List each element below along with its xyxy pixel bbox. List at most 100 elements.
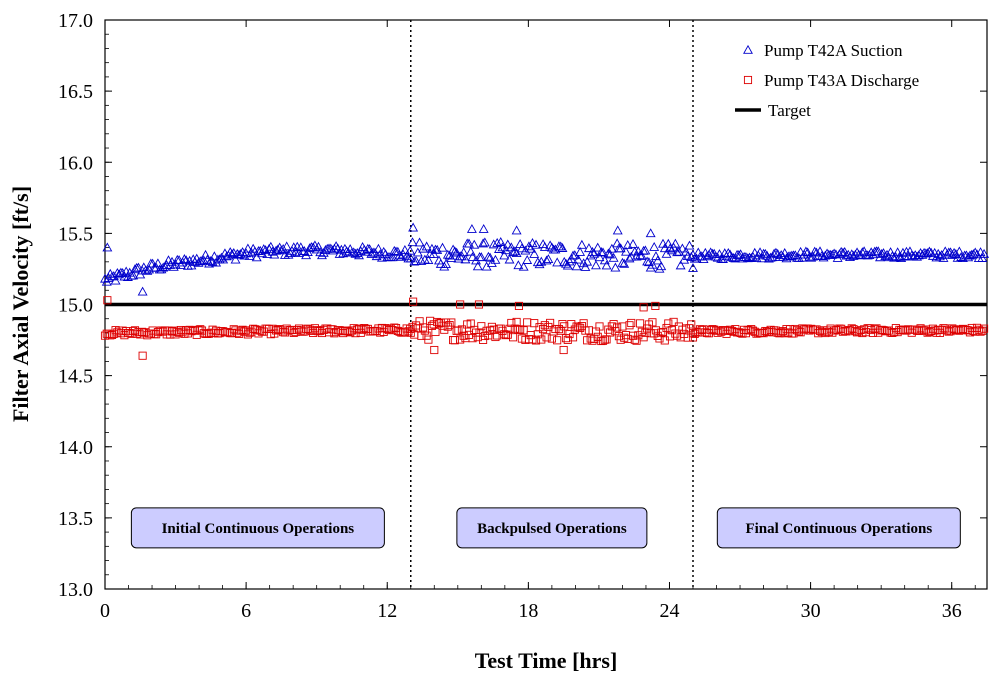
suction-point xyxy=(137,286,148,296)
suction-point xyxy=(677,243,688,253)
suction-point xyxy=(541,255,552,265)
suction-point xyxy=(366,248,377,258)
suction-point xyxy=(531,239,541,249)
legend-label: Target xyxy=(768,101,811,120)
suction-point xyxy=(472,261,483,271)
discharge-point xyxy=(514,325,523,334)
suction-point xyxy=(561,258,571,268)
discharge-point xyxy=(657,328,666,337)
suction-point xyxy=(746,253,757,263)
suction-point xyxy=(635,250,646,260)
suction-point xyxy=(889,252,900,262)
discharge-point xyxy=(687,320,696,329)
suction-point xyxy=(626,251,637,261)
suction-point xyxy=(486,257,497,267)
suction-point xyxy=(227,249,237,259)
x-tick-label: 24 xyxy=(659,600,679,622)
suction-point xyxy=(405,253,416,263)
suction-point xyxy=(405,245,416,255)
phase-label-box xyxy=(716,507,961,549)
suction-point xyxy=(408,222,419,232)
suction-point xyxy=(569,250,580,260)
suction-point xyxy=(954,246,965,256)
suction-point xyxy=(479,237,490,247)
suction-point xyxy=(670,238,681,248)
suction-point xyxy=(205,255,216,265)
discharge-point xyxy=(420,326,429,335)
suction-point xyxy=(285,248,296,257)
suction-point xyxy=(924,246,935,256)
x-tick-label: 36 xyxy=(942,600,962,622)
suction-point xyxy=(896,253,907,263)
suction-point xyxy=(837,247,848,257)
discharge-point xyxy=(424,335,433,344)
discharge-point xyxy=(445,321,454,330)
discharge-point xyxy=(639,303,648,312)
y-tick-label: 17.0 xyxy=(58,10,93,32)
suction-point xyxy=(249,246,260,256)
suction-point xyxy=(278,244,289,253)
suction-point xyxy=(575,246,586,256)
suction-point xyxy=(271,245,282,255)
suction-point xyxy=(583,243,594,253)
suction-point xyxy=(952,252,963,262)
suction-point xyxy=(441,259,452,269)
suction-point xyxy=(451,247,462,257)
suction-point xyxy=(418,243,429,253)
suction-point xyxy=(582,256,593,266)
discharge-point xyxy=(103,296,112,305)
suction-point xyxy=(866,247,877,257)
suction-point xyxy=(619,258,630,268)
discharge-point xyxy=(523,318,532,327)
suction-point xyxy=(516,243,527,253)
discharge-point xyxy=(503,330,512,339)
suction-point xyxy=(465,246,476,256)
suction-point xyxy=(513,260,524,270)
suction-point xyxy=(744,252,755,262)
suction-point xyxy=(617,257,628,267)
suction-point xyxy=(728,252,739,262)
discharge-point xyxy=(595,322,604,331)
suction-point xyxy=(239,250,250,260)
discharge-point xyxy=(519,326,528,335)
suction-point xyxy=(359,244,370,254)
suction-point xyxy=(242,243,253,253)
suction-point xyxy=(170,259,181,269)
discharge-point xyxy=(409,297,418,306)
suction-point xyxy=(334,248,345,258)
suction-point xyxy=(592,242,603,252)
suction-point xyxy=(387,252,398,262)
discharge-point xyxy=(559,345,568,355)
x-tick-label: 12 xyxy=(377,600,397,622)
suction-point xyxy=(341,246,352,256)
suction-point xyxy=(241,248,252,258)
suction-point xyxy=(809,246,820,256)
discharge-point xyxy=(639,333,648,342)
suction-point xyxy=(624,253,635,263)
suction-point xyxy=(608,252,619,262)
discharge-point xyxy=(664,319,673,328)
discharge-point xyxy=(509,333,518,342)
x-tick-label: 6 xyxy=(241,600,251,622)
y-tick-label: 13.5 xyxy=(58,508,93,530)
suction-point xyxy=(352,248,363,257)
suction-point xyxy=(580,261,591,271)
y-tick-label: 14.5 xyxy=(58,366,93,388)
suction-point xyxy=(737,253,748,263)
suction-point xyxy=(466,223,477,233)
suction-point xyxy=(649,241,660,251)
x-tick-label: 18 xyxy=(518,600,538,622)
suction-point xyxy=(264,243,275,253)
suction-point xyxy=(606,243,617,253)
suction-point xyxy=(416,255,427,265)
suction-point xyxy=(800,246,811,256)
suction-point xyxy=(545,240,556,250)
suction-point xyxy=(883,252,894,262)
plot-area: 13.0 13.5 14.0 14.5 15.0 15.5 16.0 16.5 17.0 0 6 12… xyxy=(58,10,989,622)
suction-point xyxy=(394,250,405,260)
discharge-point xyxy=(660,336,669,345)
suction-point xyxy=(903,251,914,261)
suction-point xyxy=(718,254,728,263)
suction-point xyxy=(469,239,480,249)
